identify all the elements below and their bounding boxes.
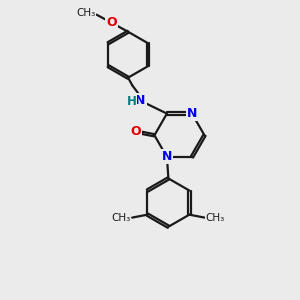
- Text: CH₃: CH₃: [112, 213, 131, 223]
- Text: O: O: [106, 16, 117, 29]
- Text: O: O: [130, 125, 141, 138]
- Text: N: N: [135, 94, 146, 107]
- Text: N: N: [162, 151, 172, 164]
- Text: CH₃: CH₃: [206, 213, 225, 223]
- Text: H: H: [127, 95, 136, 108]
- Text: N: N: [187, 107, 197, 120]
- Text: CH₃: CH₃: [77, 8, 96, 19]
